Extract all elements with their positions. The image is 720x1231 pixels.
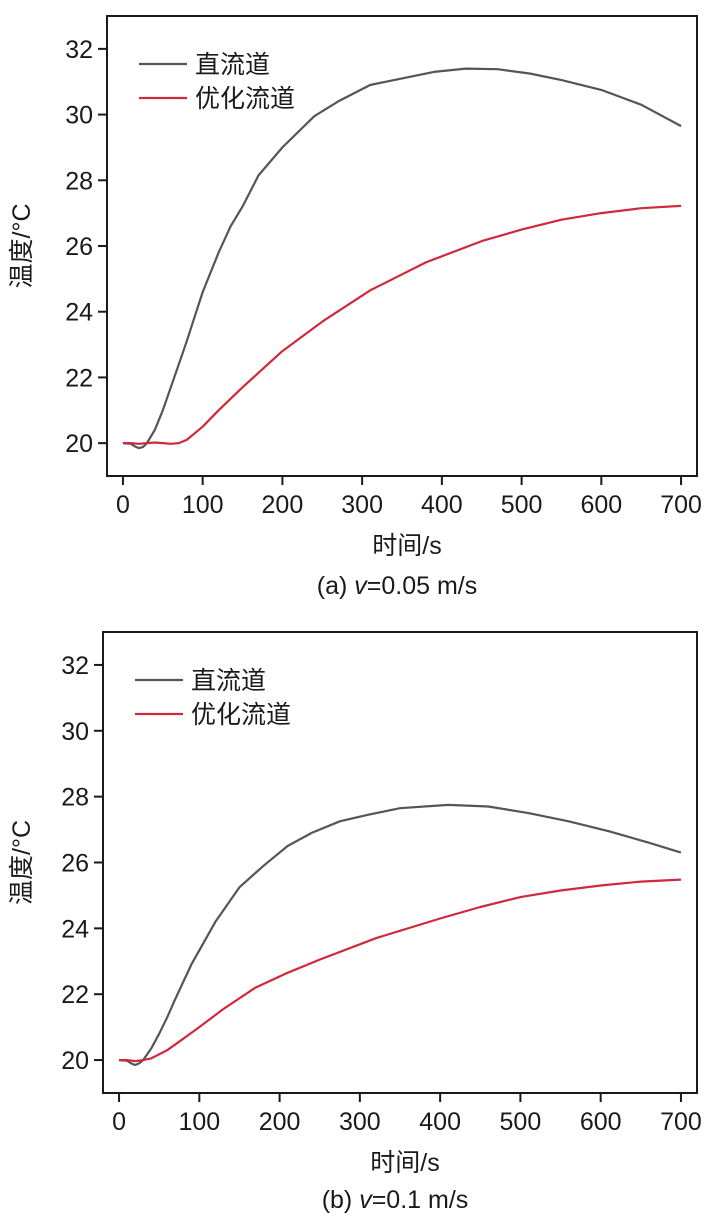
legend-label-2: 优化流道 [191,701,291,729]
x-tick-label: 100 [178,1108,220,1136]
x-tick-label: 0 [116,491,130,519]
series-line-2 [122,204,682,445]
y-tick-label: 20 [61,1047,89,1075]
x-axis-title: 时间/s [370,1149,439,1177]
y-tick-label: 32 [61,652,89,680]
caption-suffix: =0.05 m/s [367,572,477,600]
caption-variable: v [354,572,368,600]
y-tick-label: 24 [65,299,93,327]
series-line-1 [122,67,682,450]
y-tick-label: 28 [61,784,89,812]
x-tick-label: 200 [259,1108,301,1136]
y-tick-label: 22 [65,364,93,392]
caption-prefix: (b) [322,1186,360,1214]
y-tick-label: 32 [65,36,93,64]
y-axis-title: 温度/°C [8,204,36,289]
x-tick-label: 700 [660,491,702,519]
caption-suffix: =0.1 m/s [372,1186,469,1214]
x-tick-label: 500 [500,1108,542,1136]
chart-a: 0 100 200 300 400 500 600 700 20 22 24 26 28 30 32 时间/s… [8,15,702,600]
figure-caption: (b) v=0.1 m/s [322,1186,469,1214]
y-tick-label: 28 [65,167,93,195]
x-tick-label: 400 [421,491,463,519]
y-tick-label: 30 [61,718,89,746]
x-axis-title: 时间/s [372,532,441,560]
y-axis-title: 温度/°C [8,820,36,905]
x-tick-label: 100 [182,491,224,519]
legend-label-1: 直流道 [191,667,266,695]
series-line-1 [119,803,682,1067]
y-tick-label: 26 [61,850,89,878]
x-tick-label: 700 [660,1108,702,1136]
y-tick-label: 20 [65,430,93,458]
caption-prefix: (a) [317,572,355,600]
x-tick-label: 600 [580,491,622,519]
x-tick-label: 200 [262,491,304,519]
figure-caption: (a) v=0.05 m/s [317,572,477,600]
chart-b: 0 100 200 300 400 500 600 700 20 22 24 26 28 30 32 时间/s… [8,631,702,1214]
legend-label-1: 直流道 [195,51,270,79]
y-tick-label: 30 [65,102,93,130]
y-tick-label: 22 [61,981,89,1009]
x-tick-label: 300 [339,1108,381,1136]
legend-label-2: 优化流道 [195,85,295,113]
x-tick-label: 300 [341,491,383,519]
y-tick-label: 24 [61,915,89,943]
y-tick-label: 26 [65,233,93,261]
caption-variable: v [359,1186,373,1214]
series-line-2 [119,878,681,1063]
x-tick-label: 600 [580,1108,622,1136]
x-tick-label: 500 [501,491,543,519]
x-tick-label: 0 [112,1108,126,1136]
x-tick-label: 400 [419,1108,461,1136]
